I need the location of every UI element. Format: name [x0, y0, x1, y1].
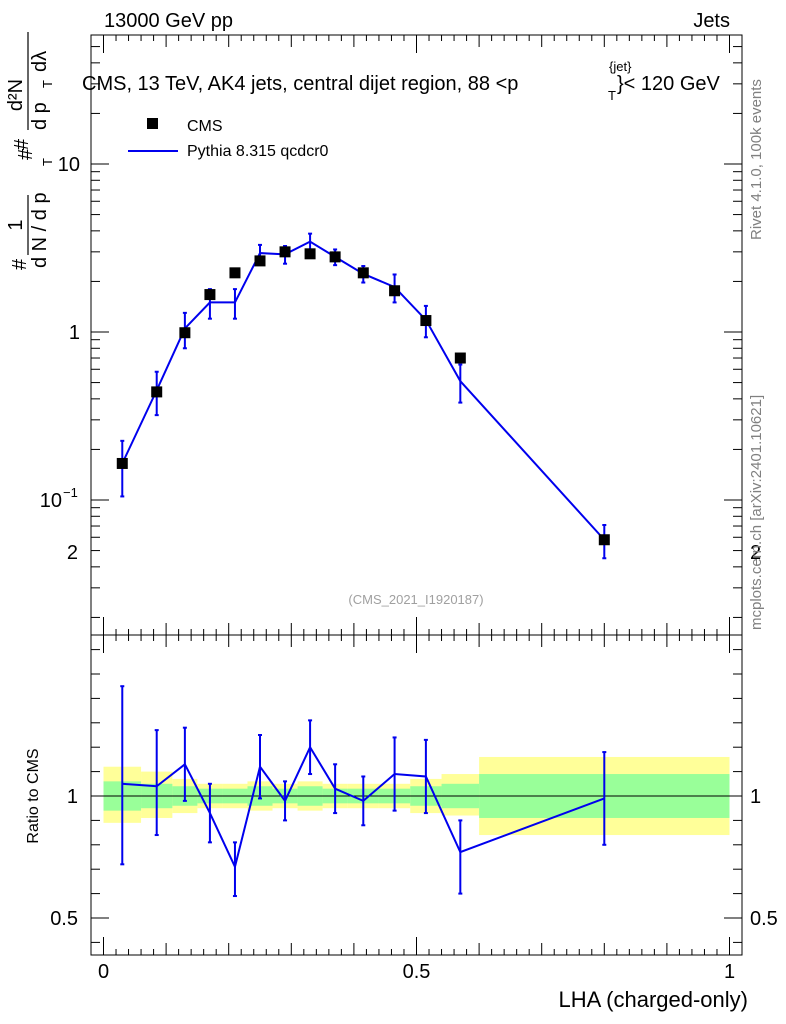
cms-data-point: [179, 327, 191, 339]
ratio-tick-label-0.5-left: 0.5: [50, 908, 78, 930]
ratio-y-axis-label: Ratio to CMS: [25, 748, 42, 843]
cms-data-point: [304, 248, 316, 260]
cms-data-point: [329, 251, 341, 263]
cms-data-point: [420, 315, 432, 327]
ratio-tick-labels: 0.5 1 2 0.5 1 2: [50, 542, 778, 930]
plot-title: CMS, 13 TeV, AK4 jets, central dijet reg…: [82, 59, 721, 103]
cms-data-point: [229, 267, 241, 279]
title-main: CMS, 13 TeV, AK4 jets, central dijet reg…: [82, 73, 518, 95]
ratio-tick-label-1-right: 1: [750, 786, 761, 808]
main-y-axis-label: # 1 d N / d p T # # d²N d p T dλ: [5, 32, 55, 270]
cms-data-point: [254, 255, 266, 267]
cms-data-point: [454, 352, 466, 364]
legend-pythia-label: Pythia 8.315 qcdcr0: [187, 143, 329, 160]
main-axis-ticks: [91, 35, 742, 635]
legend-cms-marker: [147, 118, 158, 129]
y-tick-label-0.1: 10: [40, 490, 62, 512]
main-y-tick-labels: 10 −1 1 10: [40, 154, 80, 512]
pythia-line: [121, 240, 606, 541]
header-jets: Jets: [693, 10, 730, 32]
ratio-tick-label-2-left: 2: [67, 542, 78, 564]
ratio-axis-ticks: [91, 635, 742, 955]
analysis-watermark: (CMS_2021_I1920187): [348, 592, 483, 607]
cms-data-point: [204, 289, 216, 301]
legend-cms-label: CMS: [187, 118, 223, 135]
pythia-series-ratio: [120, 685, 607, 898]
y-label-hash-2: #: [15, 148, 37, 160]
y-tick-label-exponent: −1: [63, 485, 78, 500]
title-subscript: T: [608, 88, 616, 103]
side-label-rivet: Rivet 4.1.0, 100k events: [748, 79, 765, 240]
y-label-t-sub-2: T: [40, 80, 55, 88]
side-label-mcplots: mcplots.cern.ch [arXiv:2401.10621]: [748, 395, 765, 630]
title-tail: }< 120 GeV: [617, 73, 721, 95]
x-tick-labels: 0 0.5 1: [98, 961, 735, 983]
y-tick-label-1: 1: [69, 322, 80, 344]
ratio-tick-label-0.5-right: 0.5: [750, 908, 778, 930]
cms-data-point: [151, 386, 163, 398]
y-label-d2n: d²N: [5, 79, 27, 111]
cms-data-point: [357, 267, 369, 279]
ratio-tick-label-2-right: 2: [750, 542, 761, 564]
cms-data-point: [598, 534, 610, 546]
y-label-dlambda: dλ: [29, 51, 51, 72]
cms-data-point: [279, 246, 291, 258]
title-superscript: {jet}: [609, 59, 632, 74]
y-label-dn-dpt: d N / d p: [29, 192, 51, 268]
pythia-series-main: [120, 232, 607, 560]
x-tick-label-1: 1: [724, 961, 735, 983]
legend: CMS Pythia 8.315 qcdcr0: [128, 118, 329, 160]
x-tick-label-0.5: 0.5: [403, 961, 431, 983]
y-label-t-sub-1: T: [40, 158, 55, 166]
y-label-one: 1: [5, 219, 27, 230]
y-label-dpt-2: d p: [29, 102, 51, 130]
x-axis-label: LHA (charged-only): [558, 987, 748, 1012]
y-label-hash-3: #: [11, 138, 33, 150]
ratio-tick-label-1-left: 1: [67, 786, 78, 808]
cms-data-point: [389, 285, 401, 297]
cms-data-point: [116, 457, 128, 469]
ratio-pythia-line: [122, 745, 605, 870]
cms-series-main: [116, 246, 610, 546]
y-tick-label-10: 10: [58, 154, 80, 176]
x-tick-label-0: 0: [98, 961, 109, 983]
header-energy: 13000 GeV pp: [104, 10, 233, 32]
y-label-hash: #: [9, 258, 31, 270]
